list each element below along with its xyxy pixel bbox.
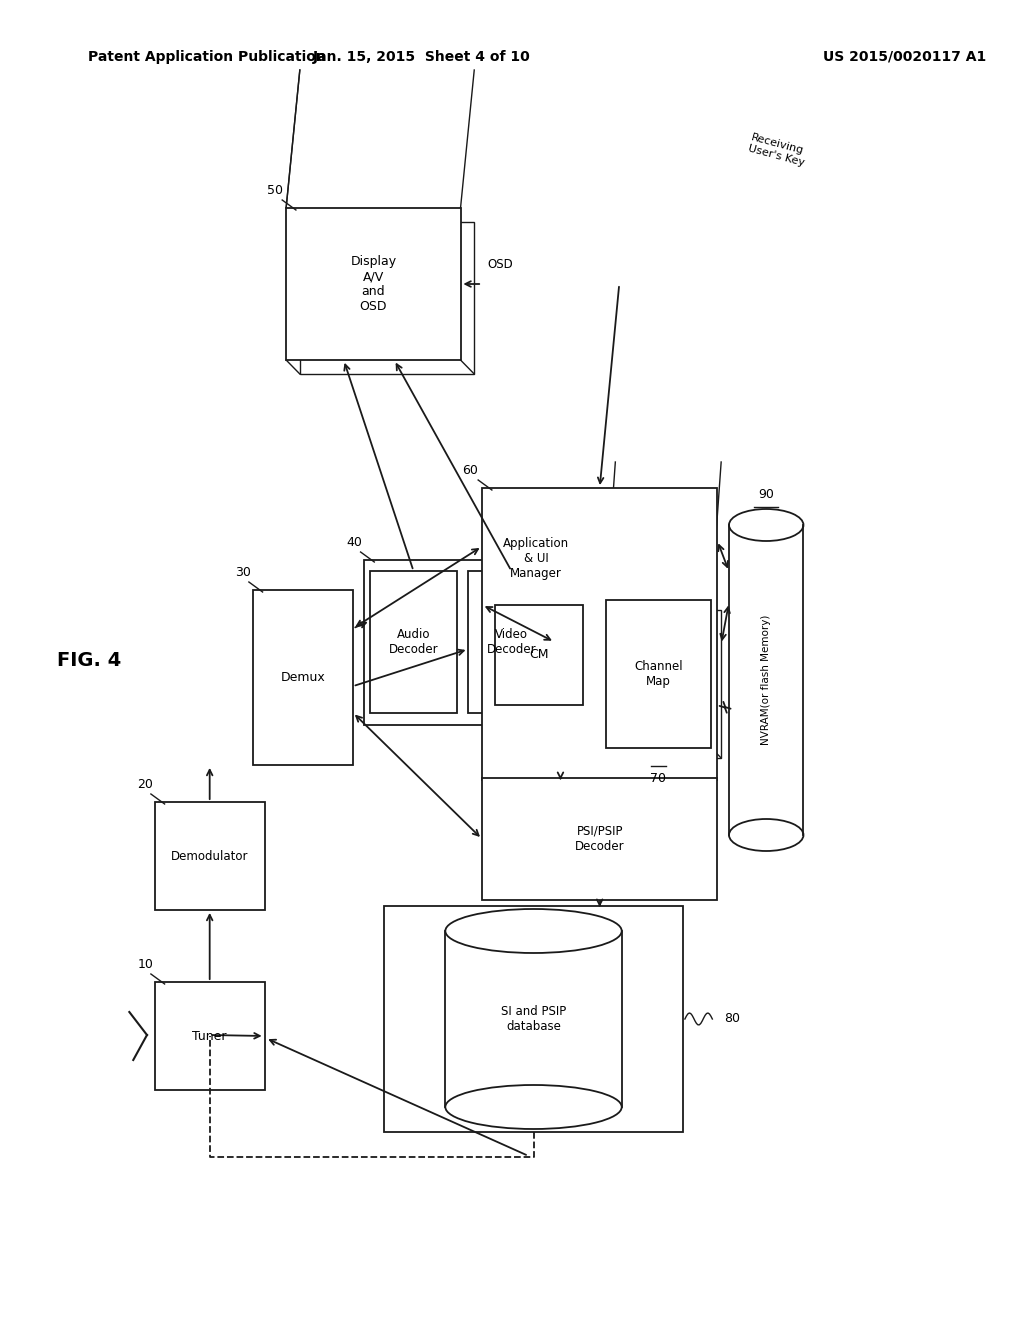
Bar xyxy=(365,560,558,725)
Text: 80: 80 xyxy=(724,1012,740,1026)
Bar xyxy=(605,601,712,748)
Bar xyxy=(384,906,683,1133)
Text: Channel
Map: Channel Map xyxy=(634,660,683,688)
Text: Receiving
User's Key: Receiving User's Key xyxy=(746,132,808,168)
Bar xyxy=(371,572,457,713)
Text: 40: 40 xyxy=(347,536,362,549)
Text: 90: 90 xyxy=(759,488,774,502)
Text: Application
& UI
Manager: Application & UI Manager xyxy=(503,536,569,579)
Text: Jan. 15, 2015  Sheet 4 of 10: Jan. 15, 2015 Sheet 4 of 10 xyxy=(312,50,530,63)
Text: 70: 70 xyxy=(650,771,667,784)
Text: Demodulator: Demodulator xyxy=(171,850,249,862)
Text: US 2015/0020117 A1: US 2015/0020117 A1 xyxy=(823,50,986,63)
Bar xyxy=(468,572,555,713)
Text: SI and PSIP
database: SI and PSIP database xyxy=(501,1005,566,1034)
Text: 20: 20 xyxy=(137,777,153,791)
Bar xyxy=(155,803,264,909)
Text: 10: 10 xyxy=(137,957,153,970)
Text: Video
Decoder: Video Decoder xyxy=(486,628,537,656)
Text: OSD: OSD xyxy=(487,257,513,271)
Bar xyxy=(615,610,721,758)
Text: NVRAM(or flash Memory): NVRAM(or flash Memory) xyxy=(761,615,771,746)
Bar xyxy=(155,982,264,1090)
Bar xyxy=(253,590,352,766)
Text: 50: 50 xyxy=(266,183,283,197)
Text: Display
A/V
and
OSD: Display A/V and OSD xyxy=(350,255,396,313)
Bar xyxy=(495,605,583,705)
Bar xyxy=(300,222,474,374)
Text: 60: 60 xyxy=(463,463,478,477)
Bar xyxy=(482,777,717,900)
Text: FIG. 4: FIG. 4 xyxy=(56,651,121,669)
Text: 30: 30 xyxy=(236,565,251,578)
Text: Tuner: Tuner xyxy=(193,1030,227,1043)
Text: Demux: Demux xyxy=(281,671,326,684)
Bar xyxy=(286,209,461,360)
Text: Audio
Decoder: Audio Decoder xyxy=(389,628,438,656)
Text: PSI/PSIP
Decoder: PSI/PSIP Decoder xyxy=(574,825,625,853)
Text: CM: CM xyxy=(529,648,549,661)
Text: Patent Application Publication: Patent Application Publication xyxy=(88,50,326,63)
Bar xyxy=(482,488,717,780)
